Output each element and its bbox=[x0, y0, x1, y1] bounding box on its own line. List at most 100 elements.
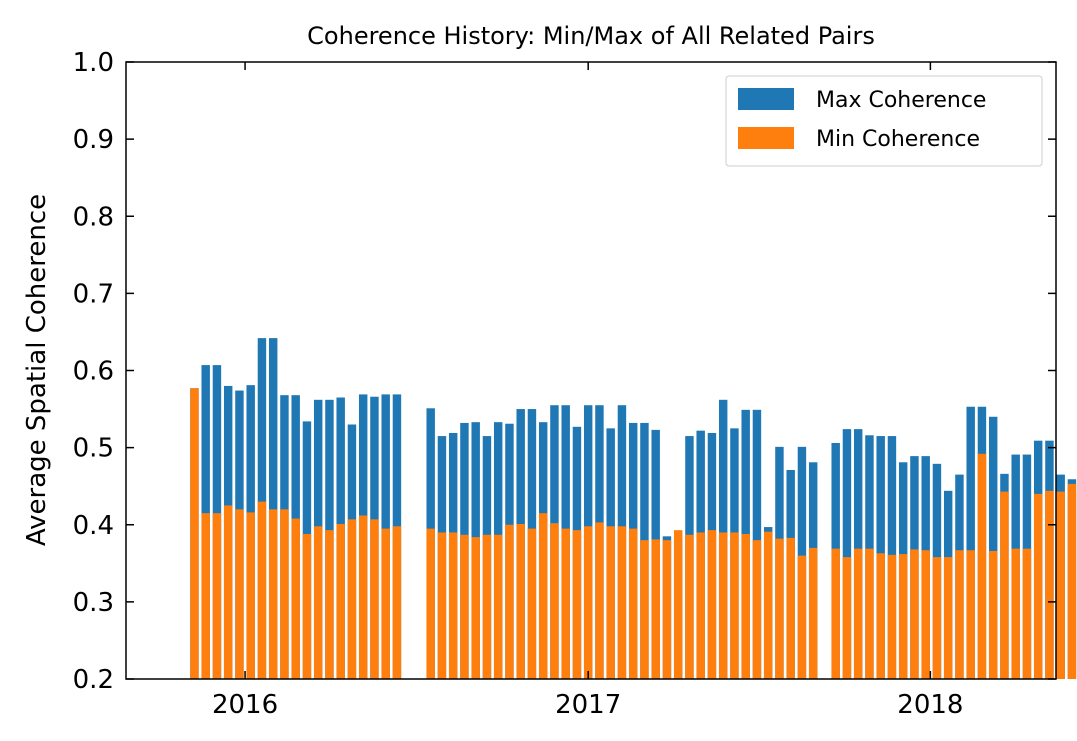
min-coherence-bar-13 bbox=[336, 523, 345, 679]
min-coherence-bar-3 bbox=[223, 505, 233, 679]
chart-title: Coherence History: Min/Max of All Relate… bbox=[307, 22, 875, 50]
min-coherence-bar-51 bbox=[786, 537, 795, 679]
min-coherence-bar-9 bbox=[291, 518, 300, 679]
legend: Max Coherence Min Coherence bbox=[725, 75, 1043, 167]
min-coherence-bar-59 bbox=[887, 554, 897, 679]
max-coherence-bar-7 bbox=[268, 338, 278, 679]
x-tick-label: 2016 bbox=[212, 690, 278, 720]
min-coherence-bar-61 bbox=[910, 549, 919, 679]
min-coherence-bar-12 bbox=[325, 530, 334, 679]
min-coherence-bar-36 bbox=[617, 526, 627, 679]
min-coherence-bar-69 bbox=[1000, 491, 1009, 679]
y-tick-label: 0.8 bbox=[73, 202, 114, 232]
y-tick-label: 0.3 bbox=[73, 588, 114, 618]
min-coherence-bar-50 bbox=[775, 538, 784, 679]
min-coherence-bar-54 bbox=[831, 548, 840, 679]
min-coherence-bar-41 bbox=[673, 530, 683, 679]
min-coherence-bar-14 bbox=[347, 519, 357, 679]
max-coherence-bar-55 bbox=[842, 429, 852, 679]
min-coherence-bar-44 bbox=[707, 530, 717, 679]
y-axis: 0.2 0.3 0.4 0.5 0.6 0.7 0.8 0.9 1.0 bbox=[73, 48, 1056, 695]
min-coherence-bar-47 bbox=[741, 534, 750, 679]
min-coherence-bar-35 bbox=[606, 526, 615, 679]
y-tick-label: 0.9 bbox=[73, 125, 114, 155]
min-coherence-bar-52 bbox=[797, 555, 807, 679]
min-coherence-bar-4 bbox=[235, 509, 244, 679]
min-coherence-bar-30 bbox=[550, 523, 559, 679]
y-tick-label: 1.0 bbox=[73, 48, 114, 78]
min-coherence-bar-24 bbox=[482, 534, 492, 679]
min-coherence-bar-68 bbox=[988, 550, 998, 679]
min-coherence-bar-29 bbox=[538, 513, 548, 679]
y-tick-label: 0.6 bbox=[73, 357, 114, 387]
min-coherence-bar-74 bbox=[1056, 491, 1065, 679]
min-coherence-bar-64 bbox=[943, 557, 953, 679]
min-coherence-bar-73 bbox=[1045, 490, 1054, 679]
min-coherence-bar-31 bbox=[561, 528, 570, 679]
min-coherence-bar-26 bbox=[505, 524, 514, 679]
x-tick-label: 2018 bbox=[897, 690, 963, 720]
y-tick-label: 0.4 bbox=[73, 511, 114, 541]
min-coherence-bar-7 bbox=[268, 509, 278, 679]
min-coherence-bar-71 bbox=[1022, 548, 1032, 679]
min-coherence-bar-58 bbox=[876, 553, 885, 679]
min-coherence-bar-67 bbox=[977, 453, 987, 679]
min-coherence-bar-20 bbox=[437, 532, 447, 679]
plot-frame bbox=[125, 61, 1057, 680]
min-coherence-bars bbox=[190, 388, 1077, 679]
min-coherence-bar-57 bbox=[865, 548, 874, 679]
min-coherence-bar-60 bbox=[898, 554, 908, 679]
min-coherence-bar-8 bbox=[280, 509, 289, 679]
min-coherence-bar-65 bbox=[955, 550, 964, 679]
min-coherence-bar-66 bbox=[966, 550, 975, 679]
min-coherence-bar-53 bbox=[808, 547, 818, 679]
min-coherence-bar-21 bbox=[448, 532, 458, 679]
y-tick-label: 0.5 bbox=[73, 434, 114, 464]
y-tick-label: 0.2 bbox=[73, 665, 114, 695]
min-coherence-bar-2 bbox=[212, 513, 222, 679]
min-coherence-bar-33 bbox=[583, 526, 593, 679]
legend-swatch-max bbox=[738, 88, 794, 110]
min-coherence-bar-34 bbox=[595, 522, 604, 679]
min-coherence-bar-19 bbox=[426, 528, 435, 679]
x-axis: 2016 2017 2018 bbox=[212, 62, 963, 720]
min-coherence-bar-22 bbox=[460, 534, 469, 679]
min-coherence-bar-15 bbox=[358, 515, 368, 679]
min-coherence-bar-38 bbox=[640, 540, 649, 679]
min-coherence-bar-56 bbox=[853, 548, 863, 679]
x-tick-label: 2017 bbox=[555, 690, 621, 720]
min-coherence-bar-0 bbox=[190, 388, 199, 679]
min-coherence-bar-6 bbox=[257, 501, 267, 679]
y-axis-label: Average Spatial Coherence bbox=[22, 194, 52, 546]
min-coherence-bar-42 bbox=[685, 534, 694, 679]
min-coherence-bar-28 bbox=[527, 528, 537, 679]
min-coherence-bar-32 bbox=[572, 530, 582, 679]
min-coherence-bar-43 bbox=[696, 532, 705, 679]
min-coherence-bar-1 bbox=[201, 513, 210, 679]
legend-label-max: Max Coherence bbox=[816, 88, 986, 113]
min-coherence-bar-70 bbox=[1011, 548, 1020, 679]
max-coherence-bar-66 bbox=[966, 406, 975, 679]
y-tick-label: 0.7 bbox=[73, 279, 114, 309]
min-coherence-bar-45 bbox=[718, 532, 728, 679]
min-coherence-bar-63 bbox=[932, 557, 942, 679]
min-coherence-bar-25 bbox=[493, 534, 503, 679]
min-coherence-bar-16 bbox=[370, 519, 379, 679]
min-coherence-bar-46 bbox=[730, 532, 739, 679]
legend-label-min: Min Coherence bbox=[816, 127, 980, 152]
min-coherence-bar-48 bbox=[752, 540, 762, 679]
min-coherence-bar-23 bbox=[471, 537, 480, 679]
min-coherence-bar-55 bbox=[842, 557, 852, 679]
min-coherence-bar-62 bbox=[921, 550, 930, 679]
legend-box bbox=[725, 75, 1043, 167]
min-coherence-bar-5 bbox=[246, 512, 255, 679]
min-coherence-bar-10 bbox=[302, 534, 312, 679]
min-coherence-bar-40 bbox=[662, 540, 672, 679]
min-coherence-bar-37 bbox=[628, 528, 638, 679]
min-coherence-bar-75 bbox=[1067, 483, 1077, 679]
min-coherence-bar-49 bbox=[763, 531, 773, 679]
min-coherence-bar-18 bbox=[392, 526, 402, 679]
min-coherence-bar-39 bbox=[651, 539, 660, 679]
min-coherence-bar-11 bbox=[313, 526, 323, 679]
